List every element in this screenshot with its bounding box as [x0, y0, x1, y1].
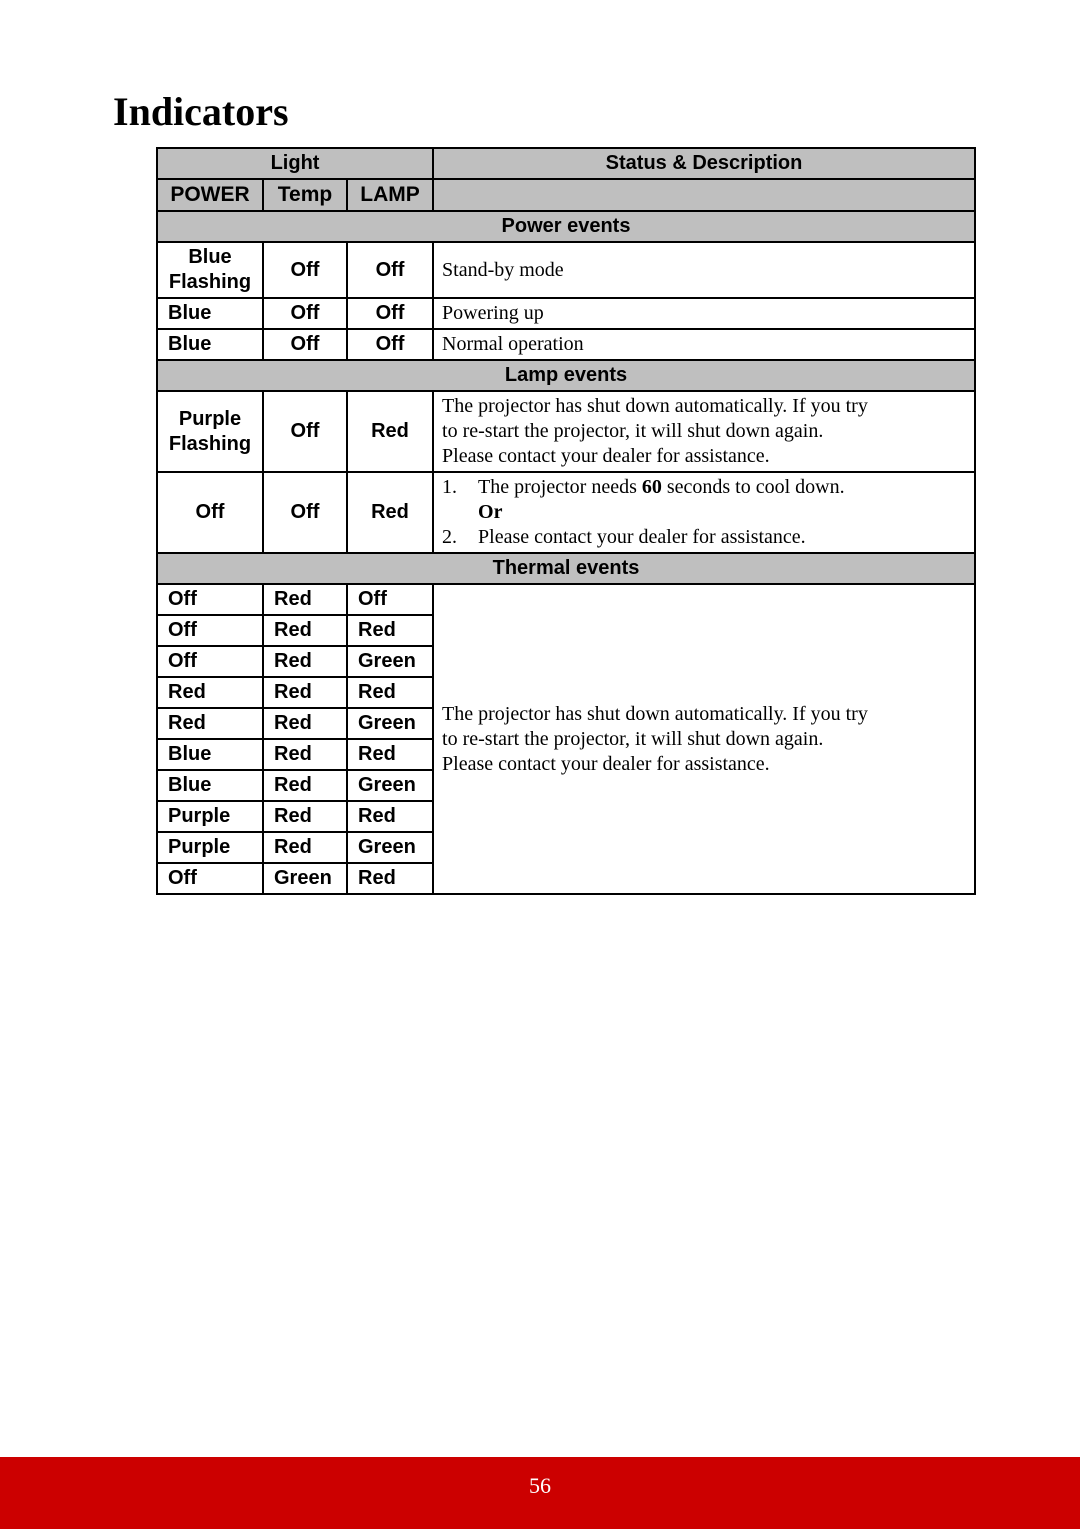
thermal-desc-line-2: Please contact your dealer for assistanc…	[442, 753, 770, 775]
cell-temp: Off	[263, 242, 347, 298]
cell-temp: Red	[263, 770, 347, 801]
cell-power: Purple Flashing	[157, 391, 263, 472]
cell-lamp: Red	[347, 391, 433, 472]
cell-power: Blue Flashing	[157, 242, 263, 298]
cell-lamp: Green	[347, 832, 433, 863]
cell-temp: Red	[263, 615, 347, 646]
header-row-top: Light Status & Description	[157, 148, 975, 179]
indicators-table: Light Status & Description POWER Temp LA…	[156, 147, 976, 895]
thermal-desc: The projector has shut down automaticall…	[433, 584, 975, 894]
header-lamp: LAMP	[347, 179, 433, 211]
cell-power: Off	[157, 646, 263, 677]
cell-lamp: Off	[347, 242, 433, 298]
cell-lamp: Off	[347, 329, 433, 360]
cell-power: Blue	[157, 739, 263, 770]
cell-lamp: Red	[347, 863, 433, 894]
cell-desc: Stand-by mode	[433, 242, 975, 298]
page-container: Indicators Light Status & Description PO…	[0, 0, 1080, 1529]
cell-power: Purple	[157, 832, 263, 863]
section-thermal-events-title: Thermal events	[157, 553, 975, 584]
cell-temp: Off	[263, 329, 347, 360]
section-power-events-title: Power events	[157, 211, 975, 242]
cell-temp: Red	[263, 584, 347, 615]
page-number: 56	[529, 1473, 551, 1498]
cell-temp: Off	[263, 298, 347, 329]
desc-line-0: The projector has shut down automaticall…	[442, 395, 868, 417]
cell-lamp: Off	[347, 584, 433, 615]
cell-temp: Off	[263, 472, 347, 553]
desc-line-1: to re-start the projector, it will shut …	[442, 420, 823, 442]
list-num-2: 2.	[442, 525, 478, 550]
text-1b: seconds to cool down.	[662, 476, 845, 498]
text-1a: The projector needs	[478, 476, 642, 498]
cell-temp: Red	[263, 832, 347, 863]
cell-power: Off	[157, 615, 263, 646]
cell-lamp: Red	[347, 739, 433, 770]
cell-temp: Red	[263, 677, 347, 708]
section-lamp-events: Lamp events	[157, 360, 975, 391]
cell-temp: Red	[263, 708, 347, 739]
header-light: Light	[157, 148, 433, 179]
header-status: Status & Description	[433, 148, 975, 179]
cell-desc: 1. The projector needs 60 seconds to coo…	[433, 472, 975, 553]
cell-temp: Red	[263, 801, 347, 832]
thermal-desc-line-0: The projector has shut down automaticall…	[442, 703, 868, 725]
cell-desc: Normal operation	[433, 329, 975, 360]
cell-temp: Off	[263, 391, 347, 472]
lamp-row-1: Off Off Red 1. The projector needs 60 se…	[157, 472, 975, 553]
header-power: POWER	[157, 179, 263, 211]
cell-power: Off	[157, 584, 263, 615]
list-num-1: 1.	[442, 475, 478, 500]
cell-temp: Red	[263, 646, 347, 677]
header-status-empty	[433, 179, 975, 211]
cell-lamp: Red	[347, 801, 433, 832]
cell-lamp: Green	[347, 708, 433, 739]
cell-power: Off	[157, 863, 263, 894]
section-thermal-events: Thermal events	[157, 553, 975, 584]
cell-lamp: Red	[347, 677, 433, 708]
page-title: Indicators	[113, 88, 972, 135]
power-row-0: Blue Flashing Off Off Stand-by mode	[157, 242, 975, 298]
section-power-events: Power events	[157, 211, 975, 242]
header-row-sub: POWER Temp LAMP	[157, 179, 975, 211]
cell-power: Red	[157, 677, 263, 708]
list-text-1: The projector needs 60 seconds to cool d…	[478, 475, 966, 500]
cell-desc: Powering up	[433, 298, 975, 329]
cell-desc: The projector has shut down automaticall…	[433, 391, 975, 472]
power-row-1: Blue Off Off Powering up	[157, 298, 975, 329]
cell-lamp: Red	[347, 472, 433, 553]
list-text-2: Please contact your dealer for assistanc…	[478, 525, 966, 550]
text-1-bold: 60	[642, 476, 662, 498]
lamp-row-0: Purple Flashing Off Red The projector ha…	[157, 391, 975, 472]
cell-lamp: Red	[347, 615, 433, 646]
header-temp: Temp	[263, 179, 347, 211]
or-text: Or	[478, 501, 502, 523]
cell-power: Blue	[157, 298, 263, 329]
cell-power: Off	[157, 472, 263, 553]
section-lamp-events-title: Lamp events	[157, 360, 975, 391]
cell-power: Blue	[157, 329, 263, 360]
desc-line-2: Please contact your dealer for assistanc…	[442, 445, 770, 467]
cell-power: Purple	[157, 801, 263, 832]
page-footer: 56	[0, 1457, 1080, 1529]
thermal-desc-line-1: to re-start the projector, it will shut …	[442, 728, 823, 750]
thermal-row-0: Off Red Off The projector has shut down …	[157, 584, 975, 615]
cell-temp: Red	[263, 739, 347, 770]
cell-lamp: Green	[347, 770, 433, 801]
cell-power: Red	[157, 708, 263, 739]
cell-power: Blue	[157, 770, 263, 801]
cell-lamp: Green	[347, 646, 433, 677]
cell-temp: Green	[263, 863, 347, 894]
cell-lamp: Off	[347, 298, 433, 329]
power-row-2: Blue Off Off Normal operation	[157, 329, 975, 360]
